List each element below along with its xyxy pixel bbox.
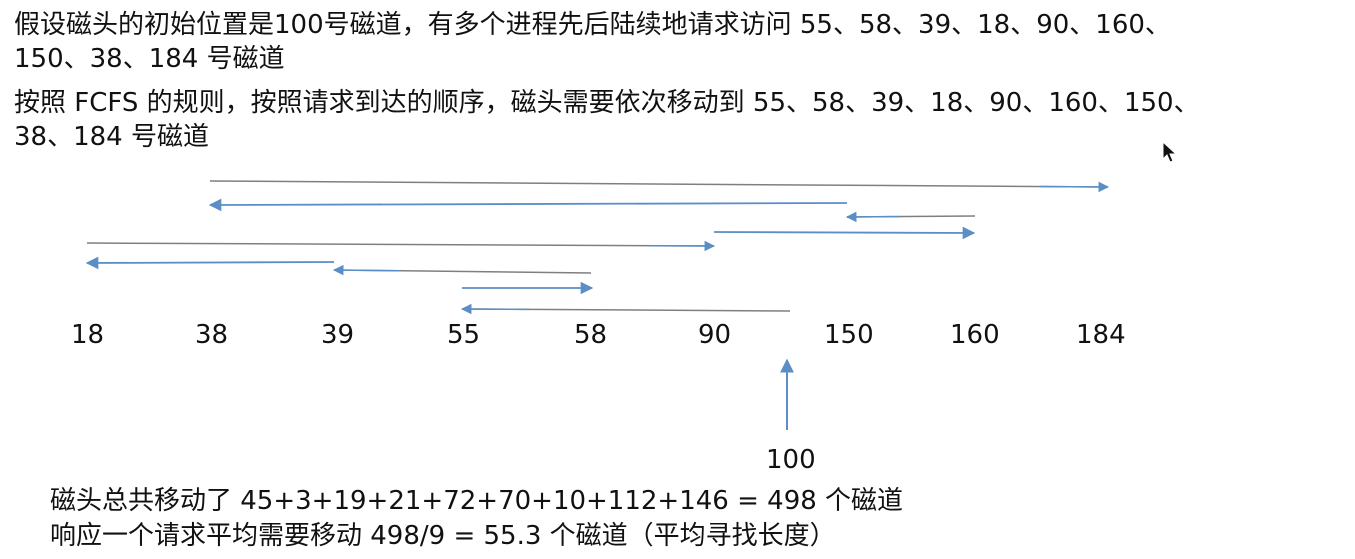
track-label-38: 38 <box>195 320 228 350</box>
mouse-pointer-icon <box>1162 141 1178 163</box>
move-90-to-160 <box>713 226 976 240</box>
problem-line-2: 150、38、184 号磁道 <box>14 44 285 74</box>
summary-total-movement: 磁头总共移动了 45+3+19+21+72+70+10+112+146 = 49… <box>50 486 904 516</box>
problem-line-1: 假设磁头的初始位置是100号磁道，有多个进程先后陆续地请求访问 55、58、39… <box>14 10 1171 40</box>
summary-average-seek-length: 响应一个请求平均需要移动 498/9 = 55.3 个磁道（平均寻找长度） <box>50 521 836 551</box>
track-label-150: 150 <box>824 320 874 350</box>
track-label-160: 160 <box>950 320 1000 350</box>
move-18-to-90 <box>86 242 715 247</box>
track-label-55: 55 <box>447 320 480 350</box>
problem-line-4: 38、184 号磁道 <box>14 122 209 152</box>
track-label-58: 58 <box>574 320 607 350</box>
start-position-label: 100 <box>766 445 816 475</box>
move-58-to-39-arrowhead <box>332 264 401 276</box>
track-label-39: 39 <box>321 320 354 350</box>
move-39-to-18 <box>85 256 335 270</box>
track-label-18: 18 <box>71 320 104 350</box>
move-38-to-184 <box>209 180 1109 188</box>
move-150-to-38 <box>208 198 848 212</box>
move-38-to-184-arrowhead <box>1039 181 1110 193</box>
problem-line-3: 按照 FCFS 的规则，按照请求到达的顺序，磁头需要依次移动到 55、58、39… <box>14 88 1200 118</box>
track-label-184: 184 <box>1076 320 1126 350</box>
track-label-90: 90 <box>698 320 731 350</box>
